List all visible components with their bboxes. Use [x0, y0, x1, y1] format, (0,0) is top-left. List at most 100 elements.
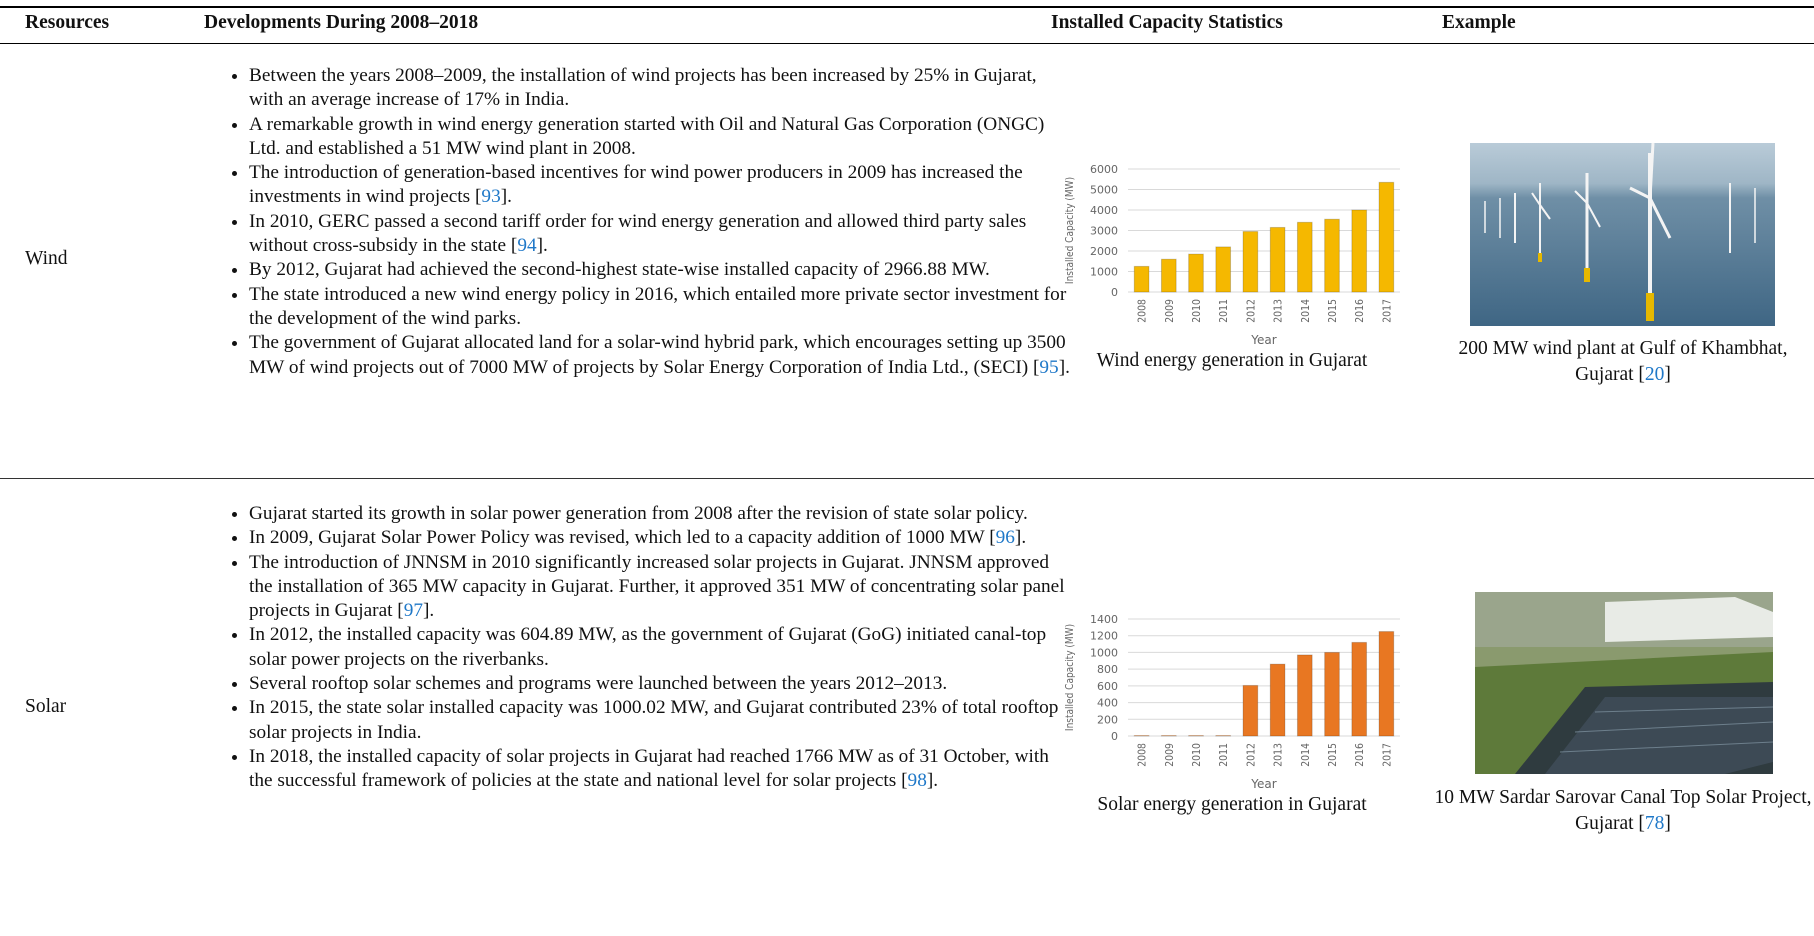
y-axis-label: Installed Capacity (MW)	[1064, 177, 1076, 284]
x-tick-label: 2014	[1300, 743, 1312, 767]
y-tick-label: 0	[1111, 730, 1118, 743]
x-tick-label: 2010	[1191, 299, 1203, 323]
x-tick-label: 2014	[1300, 299, 1312, 323]
x-tick-label: 2012	[1246, 299, 1258, 323]
bar	[1269, 663, 1286, 737]
text: ].	[536, 235, 548, 257]
x-axis-label: Year	[1250, 333, 1276, 347]
text: The state introduced a new wind energy p…	[249, 283, 1067, 329]
text: ]	[1664, 813, 1671, 834]
chart-caption: Solar energy generation in Gujarat	[1097, 794, 1367, 815]
bar	[1133, 265, 1150, 293]
bar	[1242, 684, 1259, 737]
x-tick-label: 2012	[1246, 743, 1258, 767]
bullet: In 2010, GERC passed a second tariff ord…	[249, 210, 1075, 259]
y-axis-label: Installed Capacity (MW)	[1064, 624, 1076, 731]
text: ].	[500, 186, 512, 208]
top-rule	[0, 6, 1814, 8]
reference: 78	[1644, 813, 1665, 834]
text: The introduction of generation-based inc…	[249, 162, 1023, 208]
text: Gujarat started its growth in solar powe…	[249, 503, 1028, 524]
text: A remarkable growth in wind energy gener…	[249, 113, 1045, 159]
x-tick-label: 2008	[1137, 299, 1149, 323]
bullet: The government of Gujarat allocated land…	[249, 331, 1075, 380]
y-tick-label: 200	[1097, 713, 1118, 726]
text: In 2015, the state solar installed capac…	[249, 697, 1059, 743]
x-tick-label: 2009	[1164, 743, 1176, 767]
example-caption: 10 MW Sardar Sarovar Canal Top Solar Pro…	[1428, 785, 1814, 837]
reference: 20	[1644, 364, 1665, 385]
bullet: Several rooftop solar schemes and progra…	[249, 672, 1075, 696]
y-tick-label: 0	[1111, 286, 1118, 299]
text: In 2012, the installed capacity was 604.…	[249, 624, 1047, 670]
x-tick-label: 2016	[1355, 743, 1367, 767]
example-caption: 200 MW wind plant at Gulf of Khambhat, G…	[1428, 336, 1814, 388]
text: In 2018, the installed capacity of solar…	[249, 745, 1049, 792]
y-tick-label: 5000	[1090, 184, 1118, 197]
reference: 97	[403, 600, 424, 622]
text: 200 MW wind plant at Gulf of Khambhat, G…	[1458, 338, 1788, 385]
x-tick-label: 2013	[1273, 743, 1285, 767]
text: ].	[423, 600, 435, 622]
text: Between the years 2008–2009, the install…	[249, 65, 1037, 111]
y-tick-label: 1000	[1090, 646, 1118, 659]
x-tick-label: 2017	[1382, 743, 1394, 767]
header-rule	[0, 43, 1814, 44]
chart-caption: Wind energy generation in Gujarat	[1096, 350, 1368, 371]
resource: Wind	[25, 248, 68, 269]
header: Developments During 2008–2018	[204, 12, 479, 33]
x-tick-label: 2015	[1327, 743, 1339, 767]
reference: 93	[481, 186, 501, 208]
text: ].	[1058, 356, 1070, 378]
bar	[1324, 651, 1340, 737]
y-tick-label: 400	[1097, 697, 1118, 710]
x-axis-label: Year	[1250, 777, 1276, 790]
bar	[1378, 631, 1395, 737]
bar	[1160, 258, 1177, 293]
text: ]	[1664, 364, 1671, 385]
y-tick-label: 1000	[1090, 266, 1118, 279]
bullet-list: Gujarat started its growth in solar powe…	[204, 502, 1075, 794]
bullet: In 2015, the state solar installed capac…	[249, 696, 1075, 745]
photo	[1475, 592, 1773, 774]
bar	[1188, 253, 1204, 293]
bullet: By 2012, Gujarat had achieved the second…	[249, 258, 1075, 282]
reference: 94	[517, 235, 537, 257]
bar	[1215, 246, 1232, 293]
x-tick-label: 2011	[1219, 299, 1231, 323]
y-tick-label: 6000	[1090, 163, 1118, 176]
bar	[1378, 181, 1395, 293]
bar-chart: 0 1000 2000 3000 4000 5000 6000 Installed Capac…	[1064, 163, 1400, 347]
bar	[1242, 231, 1259, 293]
text: 10 MW Sardar Sarovar Canal Top Solar Pro…	[1434, 787, 1812, 834]
bar	[1324, 218, 1340, 293]
bullet: The introduction of JNNSM in 2010 signif…	[249, 551, 1075, 624]
header: Example	[1442, 12, 1516, 33]
x-tick-label: 2009	[1164, 299, 1176, 323]
text: By 2012, Gujarat had achieved the second…	[249, 259, 990, 281]
bar	[1351, 641, 1368, 737]
reference: 98	[907, 770, 927, 792]
bar	[1269, 226, 1286, 293]
text: In 2010, GERC passed a second tariff ord…	[249, 210, 1027, 257]
y-tick-label: 4000	[1090, 204, 1118, 217]
x-tick-label: 2013	[1273, 299, 1285, 323]
y-tick-label: 800	[1097, 663, 1118, 676]
header: Resources	[25, 12, 110, 33]
text: The government of Gujarat allocated land…	[249, 332, 1066, 378]
x-tick-label: 2008	[1137, 743, 1149, 767]
y-tick-label: 3000	[1090, 225, 1118, 238]
bullet: In 2018, the installed capacity of solar…	[249, 745, 1075, 794]
bullet: In 2012, the installed capacity was 604.…	[249, 623, 1075, 672]
x-tick-label: 2017	[1382, 299, 1394, 323]
bar	[1296, 221, 1313, 293]
reference: 96	[995, 527, 1015, 549]
bar	[1296, 654, 1313, 737]
text: Several rooftop solar schemes and progra…	[249, 673, 948, 695]
bullet: Between the years 2008–2009, the install…	[249, 64, 1075, 113]
row-rule	[0, 478, 1814, 479]
bar	[1351, 209, 1368, 293]
bullet-list: Between the years 2008–2009, the install…	[204, 64, 1075, 380]
text: The introduction of JNNSM in 2010 signif…	[249, 551, 1065, 622]
